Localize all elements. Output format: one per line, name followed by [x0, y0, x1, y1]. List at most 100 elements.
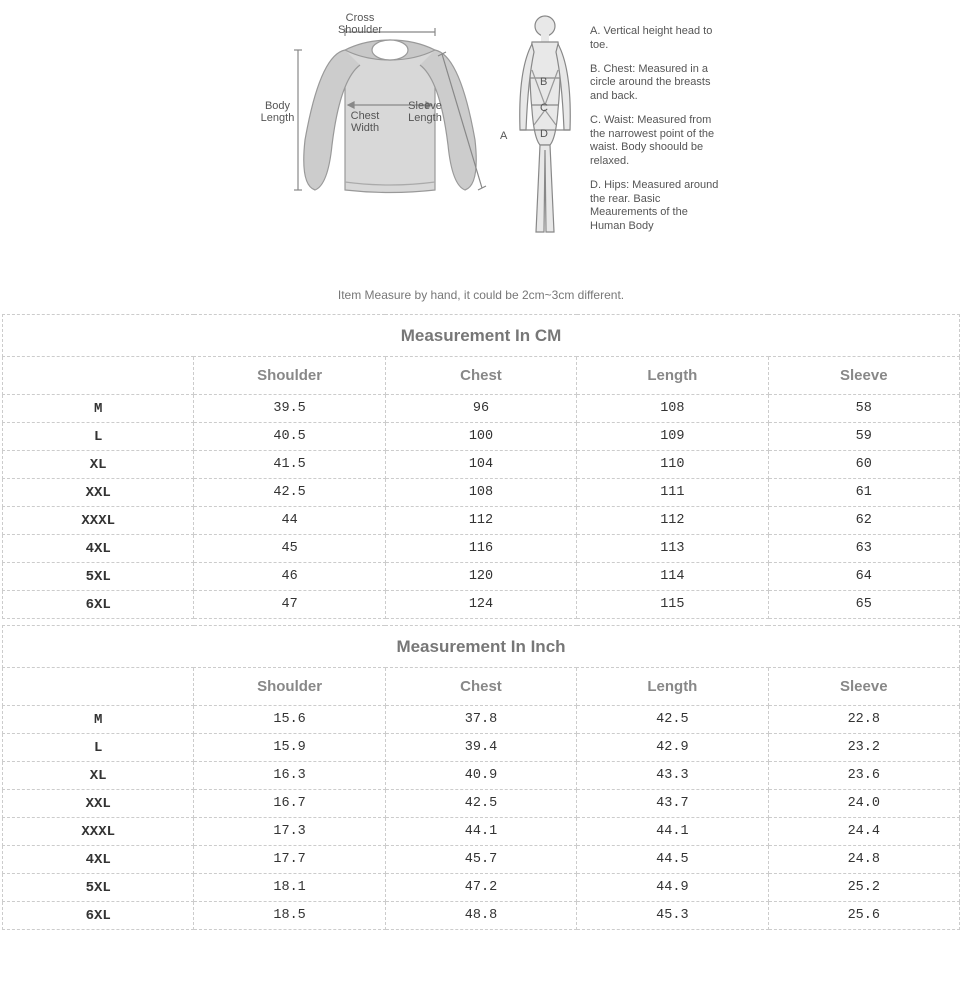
data-cell: 16.3 [194, 762, 385, 790]
data-cell: 100 [385, 423, 576, 451]
table-row: L15.939.442.923.2 [3, 734, 960, 762]
data-cell: 37.8 [385, 706, 576, 734]
size-cell: M [3, 706, 194, 734]
letter-a: A [500, 130, 507, 142]
body-figure [510, 10, 580, 240]
data-cell: 96 [385, 395, 576, 423]
table-row: XL16.340.943.323.6 [3, 762, 960, 790]
col-chest: Chest [385, 357, 576, 395]
data-cell: 108 [577, 395, 768, 423]
data-cell: 24.4 [768, 818, 959, 846]
table-row: 6XL18.548.845.325.6 [3, 902, 960, 930]
table-row: 5XL4612011464 [3, 563, 960, 591]
table-cm: Measurement In CM Shoulder Chest Length … [2, 314, 960, 619]
data-cell: 43.3 [577, 762, 768, 790]
data-cell: 44.1 [577, 818, 768, 846]
data-cell: 23.6 [768, 762, 959, 790]
def-c: C. Waist: Measured from the narrowest po… [590, 114, 720, 169]
data-cell: 47.2 [385, 874, 576, 902]
def-d-text: Hips: Measured around the rear. Basic Me… [590, 179, 718, 232]
table-row: XXL16.742.543.724.0 [3, 790, 960, 818]
data-cell: 108 [385, 479, 576, 507]
data-cell: 39.5 [194, 395, 385, 423]
data-cell: 116 [385, 535, 576, 563]
data-cell: 45.7 [385, 846, 576, 874]
size-cell: 5XL [3, 874, 194, 902]
data-cell: 63 [768, 535, 959, 563]
size-cell: 4XL [3, 846, 194, 874]
table-inch-title: Measurement In Inch [3, 626, 960, 668]
table-row: XXXL4411211262 [3, 507, 960, 535]
garment-diagram [290, 10, 490, 210]
data-cell: 115 [577, 591, 768, 619]
col-sleeve: Sleeve [768, 357, 959, 395]
data-cell: 23.2 [768, 734, 959, 762]
data-cell: 18.1 [194, 874, 385, 902]
data-cell: 43.7 [577, 790, 768, 818]
table-row: L40.510010959 [3, 423, 960, 451]
def-b: B. Chest: Measured in a circle around th… [590, 63, 720, 104]
def-c-label: C. [590, 114, 601, 126]
label-chest-width: Chest Width [340, 110, 390, 134]
data-cell: 59 [768, 423, 959, 451]
size-cell: XXL [3, 479, 194, 507]
size-cell: 6XL [3, 591, 194, 619]
size-cell: XXL [3, 790, 194, 818]
size-cell: XXXL [3, 507, 194, 535]
data-cell: 44.5 [577, 846, 768, 874]
size-cell: L [3, 734, 194, 762]
data-cell: 41.5 [194, 451, 385, 479]
diagram-area: Cross Shoulder Body Length Chest Width S… [0, 0, 962, 280]
data-cell: 17.7 [194, 846, 385, 874]
data-cell: 42.5 [385, 790, 576, 818]
def-a-text: Vertical height head to toe. [590, 25, 712, 51]
label-cross-shoulder: Cross Shoulder [330, 12, 390, 36]
table-inch-header: Shoulder Chest Length Sleeve [3, 668, 960, 706]
def-b-text: Chest: Measured in a circle around the b… [590, 63, 710, 103]
data-cell: 24.0 [768, 790, 959, 818]
size-cell: 6XL [3, 902, 194, 930]
col-size [3, 357, 194, 395]
data-cell: 58 [768, 395, 959, 423]
data-cell: 40.5 [194, 423, 385, 451]
data-cell: 17.3 [194, 818, 385, 846]
data-cell: 64 [768, 563, 959, 591]
measurement-note: Item Measure by hand, it could be 2cm~3c… [0, 280, 962, 314]
letter-d: D [540, 128, 548, 140]
table-row: M15.637.842.522.8 [3, 706, 960, 734]
data-cell: 15.9 [194, 734, 385, 762]
table-row: XL41.510411060 [3, 451, 960, 479]
table-cm-title: Measurement In CM [3, 315, 960, 357]
table-row: 4XL4511611363 [3, 535, 960, 563]
data-cell: 114 [577, 563, 768, 591]
table-row: XXXL17.344.144.124.4 [3, 818, 960, 846]
col-sleeve: Sleeve [768, 668, 959, 706]
data-cell: 46 [194, 563, 385, 591]
data-cell: 65 [768, 591, 959, 619]
table-row: M39.59610858 [3, 395, 960, 423]
data-cell: 44 [194, 507, 385, 535]
size-cell: XL [3, 762, 194, 790]
col-shoulder: Shoulder [194, 357, 385, 395]
data-cell: 124 [385, 591, 576, 619]
table-cm-header: Shoulder Chest Length Sleeve [3, 357, 960, 395]
data-cell: 42.5 [194, 479, 385, 507]
size-cell: M [3, 395, 194, 423]
data-cell: 112 [385, 507, 576, 535]
data-cell: 42.5 [577, 706, 768, 734]
def-d-label: D. [590, 179, 601, 191]
label-body-length: Body Length [255, 100, 300, 124]
size-cell: 4XL [3, 535, 194, 563]
size-cell: 5XL [3, 563, 194, 591]
measurement-definitions: A. Vertical height head to toe. B. Chest… [590, 25, 720, 244]
data-cell: 61 [768, 479, 959, 507]
data-cell: 25.2 [768, 874, 959, 902]
col-chest: Chest [385, 668, 576, 706]
data-cell: 39.4 [385, 734, 576, 762]
col-length: Length [577, 668, 768, 706]
data-cell: 44.1 [385, 818, 576, 846]
data-cell: 62 [768, 507, 959, 535]
def-c-text: Waist: Measured from the narrowest point… [590, 114, 714, 167]
data-cell: 60 [768, 451, 959, 479]
data-cell: 111 [577, 479, 768, 507]
